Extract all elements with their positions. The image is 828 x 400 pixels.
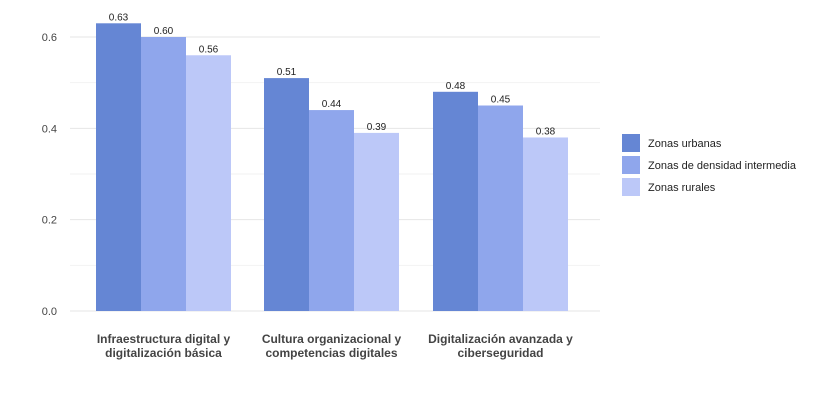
bar [478, 105, 523, 311]
y-tick-label: 0.4 [42, 123, 57, 135]
x-category-label: Digitalización avanzada y [428, 332, 573, 346]
bar [264, 78, 309, 311]
legend-swatch [622, 156, 640, 174]
legend-swatch [622, 178, 640, 196]
data-label: 0.60 [154, 26, 174, 37]
x-category-label: ciberseguridad [457, 346, 543, 360]
data-label: 0.63 [109, 12, 129, 23]
data-label: 0.39 [367, 122, 387, 133]
legend-label: Zonas urbanas [648, 138, 722, 150]
legend: Zonas urbanas Zonas de densidad intermedi… [622, 134, 797, 196]
data-label: 0.44 [322, 99, 342, 110]
y-tick-label: 0.0 [42, 306, 57, 318]
legend-label: Zonas de densidad intermedia [648, 160, 797, 172]
x-category-label: Infraestructura digital y [97, 332, 231, 346]
bar [354, 132, 399, 311]
x-category-label: competencias digitales [265, 346, 397, 360]
legend-swatch [622, 134, 640, 152]
bar [96, 23, 141, 312]
bar [309, 110, 354, 311]
bar [141, 37, 186, 311]
x-axis: Infraestructura digital ydigitalización … [97, 332, 573, 360]
x-category-label: Cultura organizacional y [262, 332, 402, 346]
legend-label: Zonas rurales [648, 182, 716, 194]
data-label: 0.48 [446, 81, 466, 92]
y-tick-label: 0.6 [42, 32, 57, 44]
y-tick-label: 0.2 [42, 215, 57, 227]
data-label: 0.38 [536, 126, 556, 137]
bar [433, 91, 478, 311]
bars: 0.63 0.60 0.56 0.51 0.44 0.39 0.48 0.45 0.38 [96, 12, 568, 312]
x-category-label: digitalización básica [105, 346, 222, 360]
data-label: 0.51 [277, 67, 297, 78]
y-axis: 0.0 0.2 0.4 0.6 [42, 32, 57, 318]
data-label: 0.56 [199, 44, 219, 55]
bar [186, 55, 231, 312]
bar [523, 137, 568, 311]
data-label: 0.45 [491, 95, 511, 106]
